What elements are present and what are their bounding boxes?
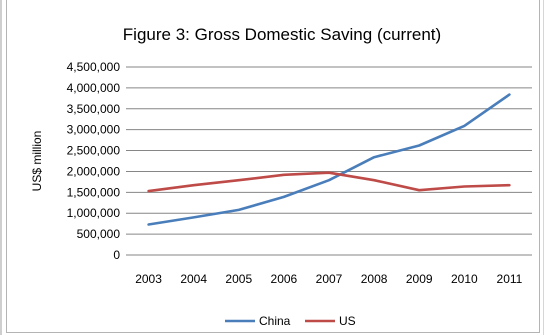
x-tick-label: 2008	[361, 272, 388, 286]
x-tick-label: 2009	[406, 272, 433, 286]
data-series	[147, 93, 511, 226]
gridlines	[126, 66, 532, 235]
y-axis-tick-labels: 4,500,000 4,000,000 3,500,000 3,000,000 2,50…	[67, 60, 121, 262]
x-tick-label: 2004	[180, 272, 207, 286]
y-tick-label: 1,000,000	[67, 206, 121, 220]
series-line-us	[147, 171, 511, 193]
legend-label-china: China	[259, 314, 291, 328]
legend: China US	[225, 314, 356, 328]
y-tick-label: 1,500,000	[67, 185, 121, 199]
series-line-china	[147, 93, 511, 226]
x-tick-label: 2003	[135, 272, 162, 286]
chart-title: Figure 3: Gross Domestic Saving (current…	[123, 25, 441, 44]
right-page-border	[543, 0, 544, 335]
x-tick-label: 2006	[271, 272, 298, 286]
x-tick-label: 2011	[497, 272, 523, 286]
y-tick-label: 3,000,000	[67, 123, 121, 137]
x-tick-label: 2005	[225, 272, 252, 286]
y-tick-label: 2,000,000	[67, 164, 121, 178]
x-tick-label: 2007	[316, 272, 343, 286]
x-tick-label: 2010	[451, 272, 478, 286]
y-tick-label: 500,000	[77, 227, 121, 241]
y-tick-label: 3,500,000	[67, 102, 121, 116]
x-axis-tick-labels: 2003 2004 2005 2006 2007 2008 2009 2010 2011	[135, 272, 522, 286]
y-tick-label: 0	[113, 248, 120, 262]
y-tick-label: 4,000,000	[67, 81, 121, 95]
y-tick-label: 2,500,000	[67, 144, 121, 158]
y-tick-label: 4,500,000	[67, 60, 121, 74]
chart-frame	[6, 0, 540, 333]
left-page-border	[0, 0, 2, 335]
legend-label-us: US	[339, 314, 356, 328]
y-axis-label: US$ million	[30, 131, 44, 192]
